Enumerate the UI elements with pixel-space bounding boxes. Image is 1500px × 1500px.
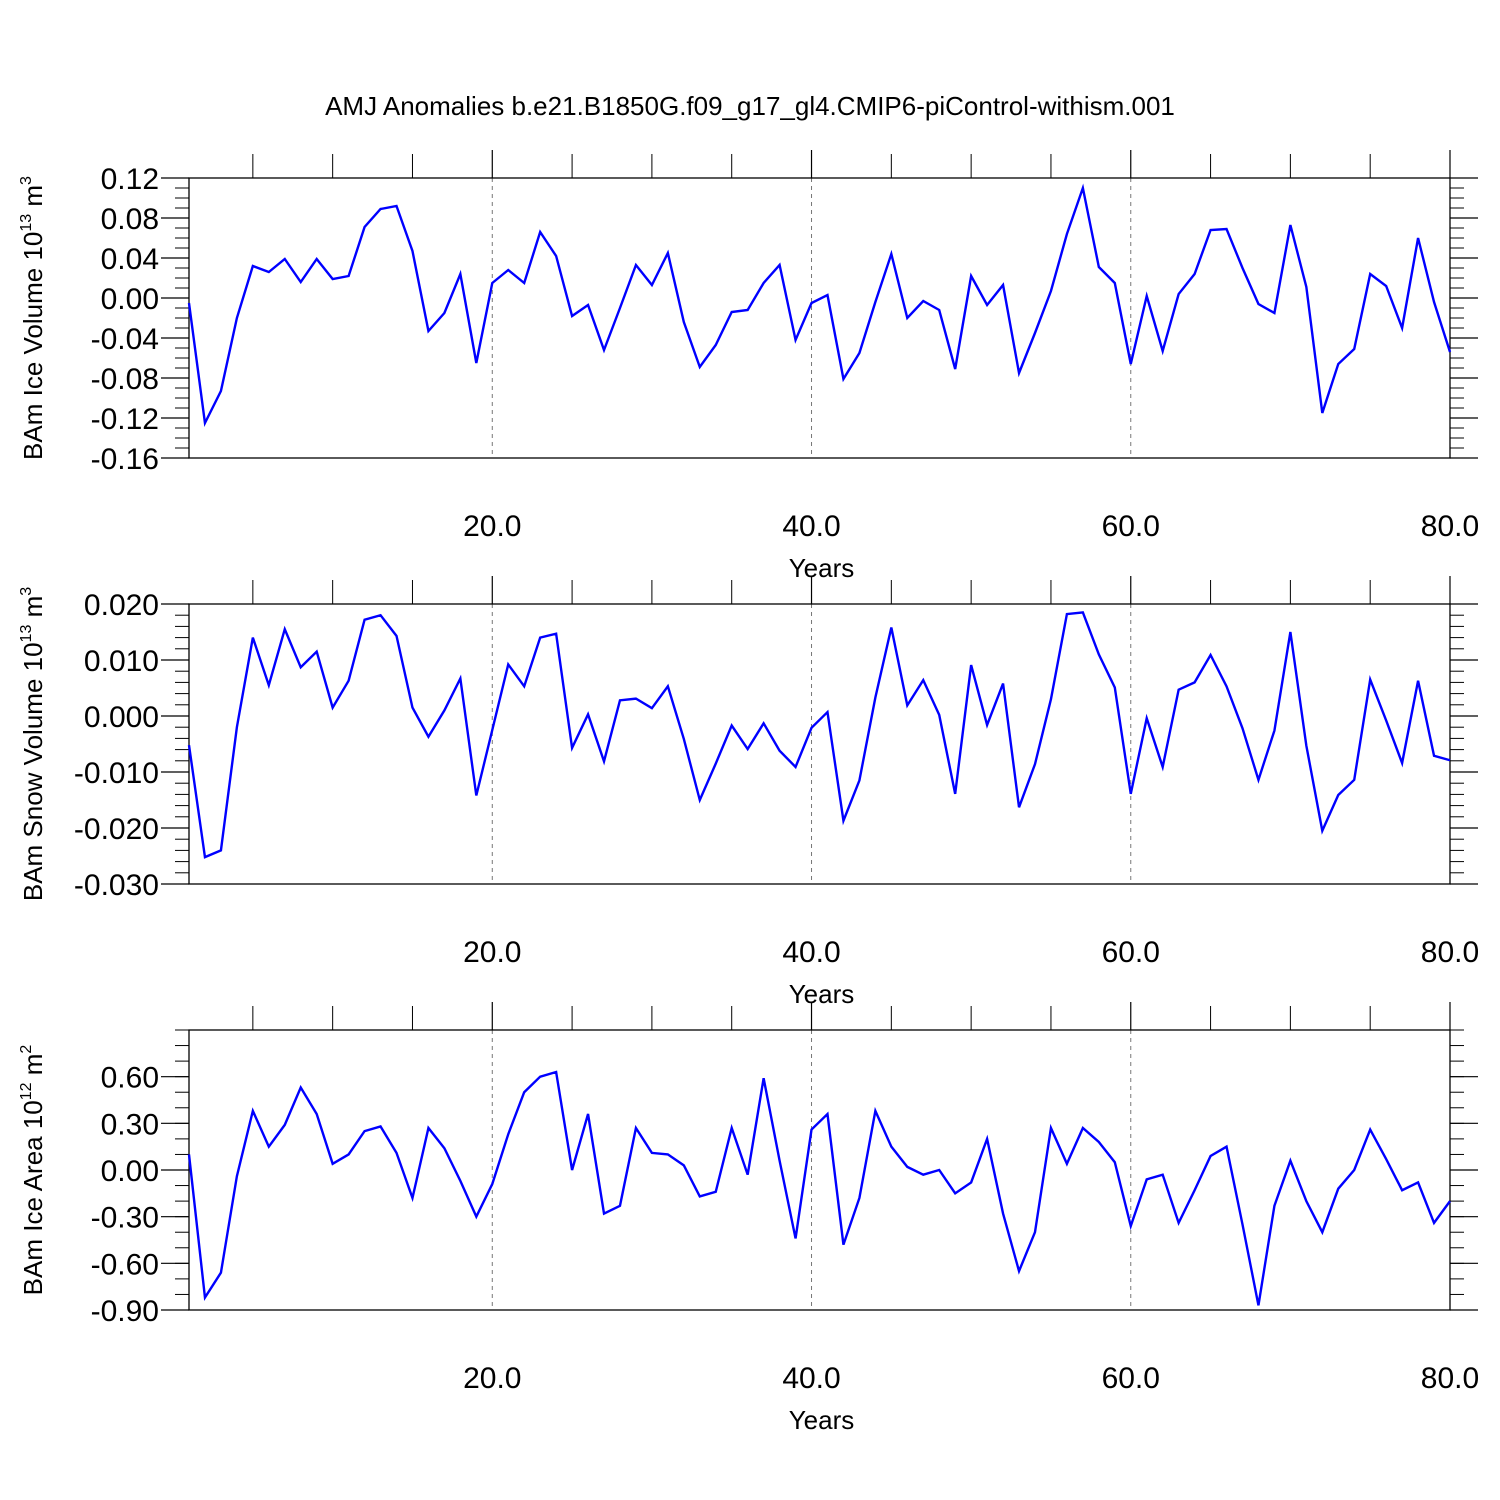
y-axis-label: BAm Ice Area 1012 m2 [18, 1045, 48, 1296]
y-tick-label: -0.010 [74, 757, 159, 790]
figure-title: AMJ Anomalies b.e21.B1850G.f09_g17_gl4.C… [325, 91, 1175, 121]
plot-frame [188, 1029, 1451, 1311]
y-tick-label: -0.30 [91, 1202, 159, 1235]
y-tick-label: 0.30 [101, 1108, 159, 1141]
y-tick-label: -0.020 [74, 813, 159, 846]
y-tick-label: -0.04 [91, 323, 159, 356]
panel-3: -0.90 -0.60 -0.30 0.00 0.30 0.60 20.0 40.0 60.0 8… [18, 1002, 1479, 1435]
y-tick-label: 0.08 [101, 203, 159, 236]
plot-frame [188, 603, 1451, 885]
panel-2: -0.030 -0.020 -0.010 0.000 0.010 0.020 20.0 40.… [18, 576, 1479, 1009]
x-tick-label: 40.0 [782, 510, 840, 543]
x-tick-label: 20.0 [463, 936, 521, 969]
series-line [187, 183, 1452, 428]
x-tick-label: 80.0 [1421, 510, 1479, 543]
y-tick-label: -0.90 [91, 1295, 159, 1328]
x-tick-label: 20.0 [463, 1362, 521, 1395]
x-tick-label: 60.0 [1102, 936, 1160, 969]
y-tick-label: 0.60 [101, 1062, 159, 1095]
x-axis-label: Years [789, 1405, 855, 1435]
y-tick-label: 0.04 [101, 243, 159, 276]
x-tick-label: 80.0 [1421, 936, 1479, 969]
panel-1: -0.16 -0.12 -0.08 -0.04 0.00 0.04 0.08 0.12 20.0… [18, 150, 1479, 583]
y-tick-label: 0.00 [101, 283, 159, 316]
y-axis-label: BAm Snow Volume 1013 m3 [18, 587, 48, 901]
x-tick-label: 60.0 [1102, 1362, 1160, 1395]
x-tick-label: 40.0 [782, 936, 840, 969]
y-tick-label: -0.08 [91, 363, 159, 396]
panels: -0.16 -0.12 -0.08 -0.04 0.00 0.04 0.08 0.12 20.0… [18, 150, 1479, 1435]
y-tick-label: -0.16 [91, 443, 159, 476]
y-axis-label: BAm Ice Volume 1013 m3 [18, 176, 48, 460]
y-tick-label: 0.12 [101, 163, 159, 196]
x-tick-label: 80.0 [1421, 1362, 1479, 1395]
series-line [187, 1070, 1451, 1306]
y-tick-label: -0.12 [91, 403, 159, 436]
y-tick-label: 0.010 [84, 645, 159, 678]
y-tick-label: 0.000 [84, 701, 159, 734]
series-line [187, 611, 1451, 859]
x-tick-label: 60.0 [1102, 510, 1160, 543]
y-tick-label: 0.020 [84, 589, 159, 622]
y-tick-label: -0.030 [74, 869, 159, 902]
x-axis-label: Years [789, 553, 855, 583]
y-tick-label: 0.00 [101, 1155, 159, 1188]
x-tick-label: 20.0 [463, 510, 521, 543]
x-axis-label: Years [789, 979, 855, 1009]
x-tick-label: 40.0 [782, 1362, 840, 1395]
plot-frame [188, 177, 1451, 459]
y-tick-label: -0.60 [91, 1248, 159, 1281]
